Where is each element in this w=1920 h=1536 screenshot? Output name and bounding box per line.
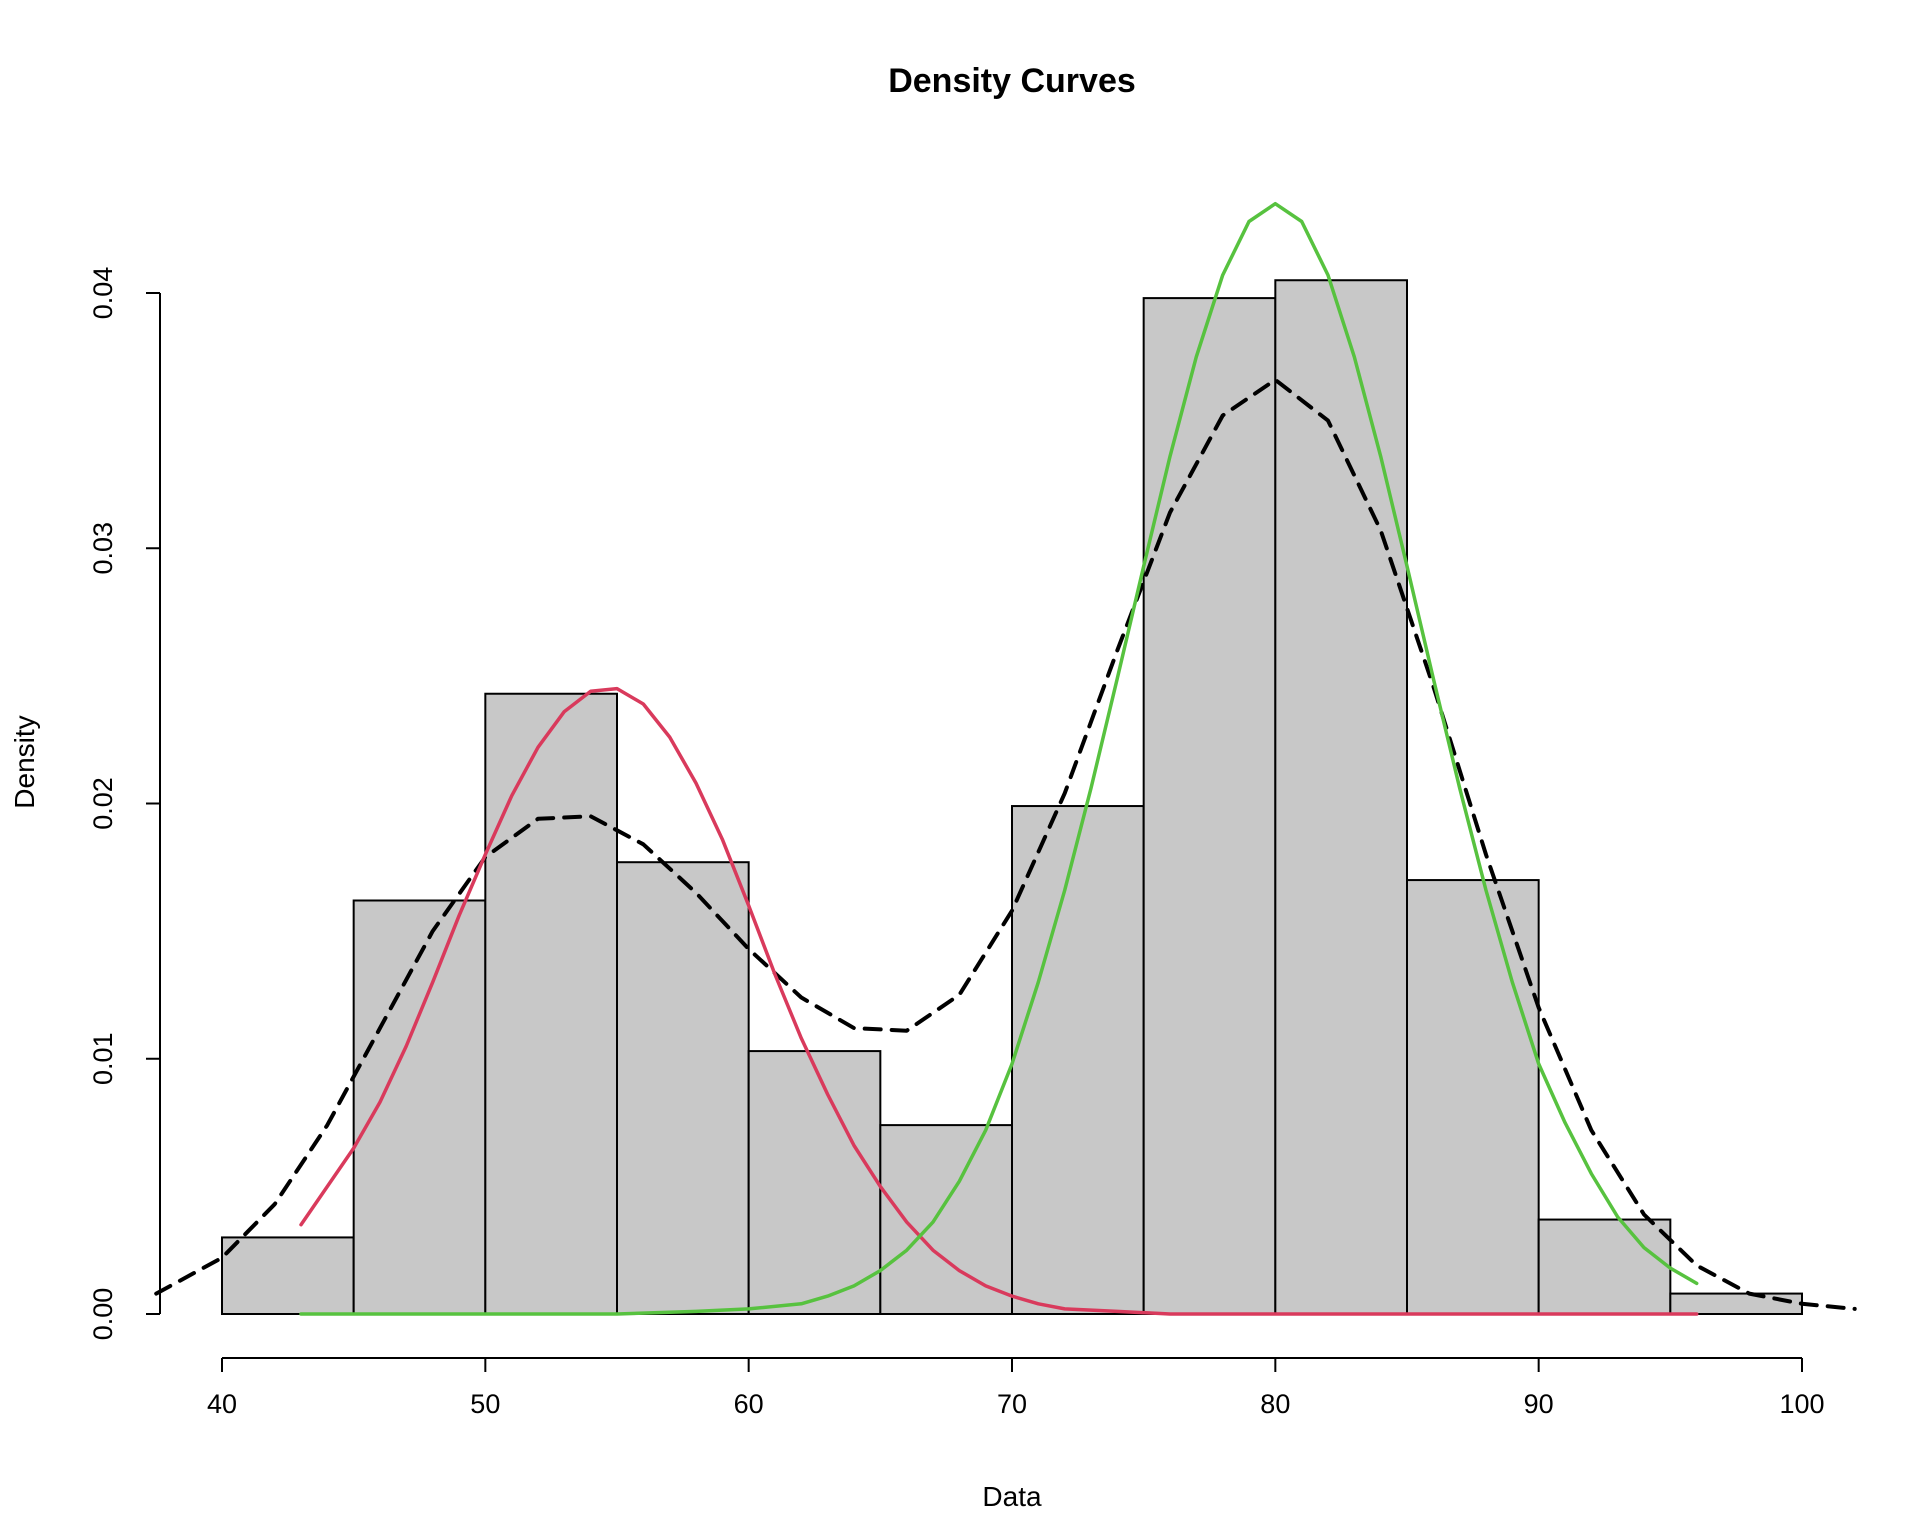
x-tick-label: 40 (207, 1389, 237, 1419)
histogram-bars (221, 279, 1804, 1316)
histogram-bar (1537, 1218, 1672, 1315)
y-tick-label: 0.00 (88, 1288, 118, 1341)
density-curves (154, 201, 1857, 1316)
overall-density-curve (154, 377, 1857, 1311)
histogram-bar (747, 1050, 882, 1316)
histogram-bar (879, 1124, 1013, 1315)
x-tick-label: 70 (997, 1389, 1027, 1419)
histogram-bar (1669, 1292, 1804, 1315)
y-axis-label: Density (9, 715, 40, 808)
x-tick-label: 90 (1524, 1389, 1554, 1419)
y-tick-label: 0.01 (88, 1032, 118, 1085)
y-tick-label: 0.02 (88, 777, 118, 830)
y-tick-label: 0.03 (88, 522, 118, 575)
histogram-bar (221, 1236, 355, 1316)
histogram-bar (616, 861, 750, 1316)
x-tick-label: 60 (734, 1389, 764, 1419)
x-axis: 40 50 60 70 80 90 100 (207, 1357, 1825, 1419)
chart-title: Density Curves (888, 62, 1136, 100)
x-tick-label: 100 (1779, 1389, 1824, 1419)
histogram-bar (1406, 879, 1540, 1315)
component-density-curve-2 (299, 201, 1699, 1316)
y-tick-label: 0.04 (88, 267, 118, 320)
x-tick-label: 50 (470, 1389, 500, 1419)
histogram-bar (484, 692, 619, 1315)
x-axis-label: Data (982, 1481, 1042, 1512)
x-tick-label: 80 (1260, 1389, 1290, 1419)
y-axis: 0.00 0.01 0.02 0.03 0.04 (88, 267, 161, 1341)
component-density-curve-1 (299, 686, 1699, 1316)
histogram-bar (1274, 279, 1409, 1315)
histogram-bar (1142, 297, 1277, 1316)
histogram-bar (352, 899, 487, 1315)
histogram-bar (1011, 805, 1145, 1315)
